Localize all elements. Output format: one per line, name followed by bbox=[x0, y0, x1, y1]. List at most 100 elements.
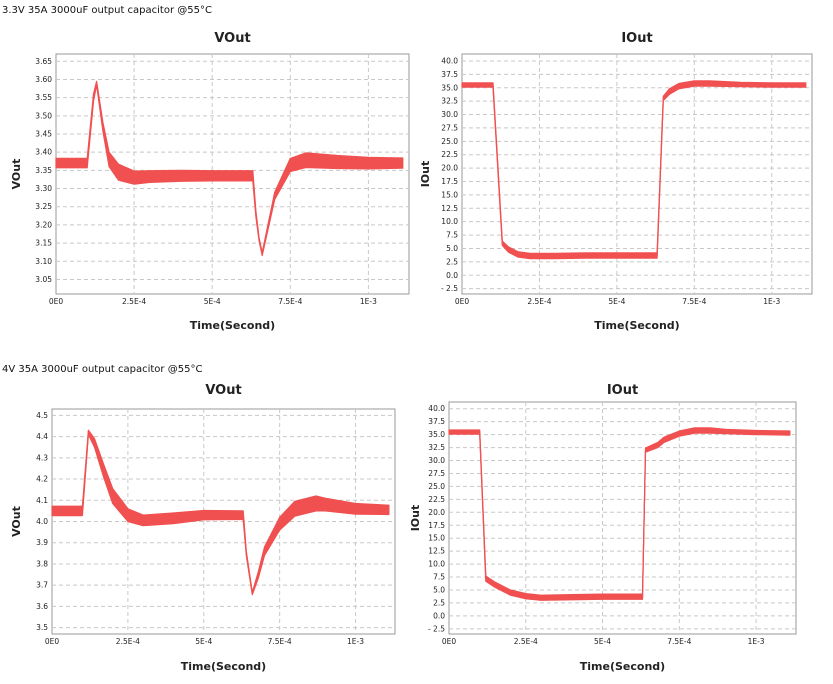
x-tick-label: 0E0 bbox=[442, 637, 457, 646]
x-tick-label: 2.5E-4 bbox=[527, 297, 551, 306]
chart-title: IOut bbox=[621, 31, 652, 46]
y-tick-label: 25.0 bbox=[441, 137, 458, 146]
x-tick-label: 1E-3 bbox=[748, 637, 765, 646]
series-band bbox=[448, 427, 791, 601]
chart-title: IOut bbox=[607, 383, 638, 398]
y-tick-label: 3.6 bbox=[36, 602, 48, 611]
y-tick-label: 3.50 bbox=[35, 111, 52, 120]
x-tick-label: 0E0 bbox=[455, 297, 470, 306]
x-tick-label: 1E-3 bbox=[763, 297, 780, 306]
y-tick-label: 3.8 bbox=[36, 559, 48, 568]
series-band bbox=[461, 80, 807, 260]
y-tick-label: 3.9 bbox=[36, 538, 48, 547]
y-tick-label: 3.60 bbox=[35, 75, 52, 84]
x-tick-label: 5E-4 bbox=[204, 297, 221, 306]
x-axis-label: Time(Second) bbox=[181, 660, 266, 673]
y-tick-label: 3.45 bbox=[35, 130, 52, 139]
y-tick-label: 4.5 bbox=[36, 411, 48, 420]
y-tick-label: 3.05 bbox=[35, 275, 52, 284]
x-axis-label: Time(Second) bbox=[594, 319, 679, 332]
x-tick-label: 2.5E-4 bbox=[514, 637, 538, 646]
y-tick-label: - 2.5 bbox=[428, 624, 445, 633]
y-tick-label: 30.0 bbox=[441, 110, 458, 119]
chart-vout-4v: 3.5 3.6 3.7 3.8 3.9 4.0 4.1 4.2 4.3 4.4 4.5 0E0 2.5E… bbox=[10, 383, 396, 673]
x-axis-label: Time(Second) bbox=[580, 660, 665, 673]
y-tick-label: 4.0 bbox=[36, 517, 48, 526]
y-tick-label: 0.0 bbox=[446, 271, 458, 280]
chart-iout-3v3: - 2.5 0.0 2.5 5.0 7.5 10.0 12.5 15.0 17.5 20.0 22.… bbox=[419, 31, 813, 332]
series-line bbox=[52, 430, 389, 594]
grid-lines bbox=[462, 54, 812, 294]
y-tick-label: 3.10 bbox=[35, 257, 52, 266]
y-tick-label: 0.0 bbox=[433, 611, 445, 620]
chart-title: VOut bbox=[205, 383, 241, 398]
y-tick-label: 27.5 bbox=[441, 123, 458, 132]
y-tick-label: 37.5 bbox=[428, 417, 445, 426]
series-line bbox=[56, 82, 403, 255]
y-tick-label: 12.5 bbox=[441, 204, 458, 213]
y-tick-label: 3.55 bbox=[35, 93, 52, 102]
y-tick-label: 15.0 bbox=[441, 190, 458, 199]
x-tick-label: 1E-3 bbox=[347, 637, 364, 646]
x-tick-label: 7.5E-4 bbox=[268, 637, 292, 646]
series-band bbox=[55, 80, 404, 257]
y-tick-label: 35.0 bbox=[441, 83, 458, 92]
y-tick-label: 22.5 bbox=[441, 150, 458, 159]
series-line bbox=[462, 82, 806, 257]
y-tick-label: 22.5 bbox=[428, 495, 445, 504]
y-tick-label: 20.0 bbox=[428, 508, 445, 517]
y-tick-label: 3.25 bbox=[35, 202, 52, 211]
x-tick-label: 5E-4 bbox=[195, 637, 212, 646]
y-tick-label: 3.65 bbox=[35, 57, 52, 66]
x-axis-label: Time(Second) bbox=[190, 319, 275, 332]
x-tick-label: 5E-4 bbox=[608, 297, 625, 306]
y-tick-label: 35.0 bbox=[428, 430, 445, 439]
series-band bbox=[51, 429, 390, 596]
caption-top: 3.3V 35A 3000uF output capacitor @55°C bbox=[2, 5, 212, 16]
y-tick-label: 17.5 bbox=[428, 521, 445, 530]
y-axis-label: IOut bbox=[419, 161, 432, 188]
x-tick-label: 0E0 bbox=[45, 637, 60, 646]
caption-bottom: 4V 35A 3000uF output capacitor @55°C bbox=[2, 364, 203, 375]
y-tick-label: 7.5 bbox=[433, 573, 445, 582]
x-tick-label: 7.5E-4 bbox=[278, 297, 302, 306]
x-tick-label: 7.5E-4 bbox=[667, 637, 691, 646]
y-tick-label: 5.0 bbox=[433, 585, 445, 594]
y-tick-label: 7.5 bbox=[446, 231, 458, 240]
y-axis-label: IOut bbox=[409, 505, 422, 532]
y-tick-label: 3.30 bbox=[35, 184, 52, 193]
y-axis-label: VOut bbox=[10, 506, 23, 537]
y-tick-label: 3.35 bbox=[35, 166, 52, 175]
y-tick-label: 15.0 bbox=[428, 534, 445, 543]
y-tick-label: 40.0 bbox=[441, 56, 458, 65]
x-tick-label: 1E-3 bbox=[360, 297, 377, 306]
y-tick-label: 32.5 bbox=[441, 97, 458, 106]
chart-vout-3v3: 3.05 3.10 3.15 3.20 3.25 3.30 3.35 3.40 3.45 3.50… bbox=[10, 31, 410, 332]
x-tick-label: 0E0 bbox=[49, 297, 64, 306]
y-tick-label: 2.5 bbox=[446, 257, 458, 266]
y-tick-label: 10.0 bbox=[441, 217, 458, 226]
chart-iout-4v: - 2.5 0.0 2.5 5.0 7.5 10.0 12.5 15.0 17.5 20.0 22.… bbox=[409, 383, 797, 673]
x-tick-label: 2.5E-4 bbox=[116, 637, 140, 646]
y-tick-label: 2.5 bbox=[433, 598, 445, 607]
y-tick-label: 40.0 bbox=[428, 404, 445, 413]
y-tick-label: 3.7 bbox=[36, 581, 48, 590]
y-tick-label: 10.0 bbox=[428, 560, 445, 569]
y-tick-label: 32.5 bbox=[428, 443, 445, 452]
y-tick-label: 20.0 bbox=[441, 164, 458, 173]
y-tick-label: 5.0 bbox=[446, 244, 458, 253]
chart-title: VOut bbox=[214, 31, 250, 46]
y-tick-label: 17.5 bbox=[441, 177, 458, 186]
y-tick-label: 3.15 bbox=[35, 239, 52, 248]
x-tick-label: 2.5E-4 bbox=[122, 297, 146, 306]
x-tick-label: 7.5E-4 bbox=[682, 297, 706, 306]
y-tick-label: 4.4 bbox=[36, 432, 48, 441]
y-tick-label: 25.0 bbox=[428, 482, 445, 491]
y-tick-label: - 2.5 bbox=[441, 284, 458, 293]
y-tick-label: 4.3 bbox=[36, 453, 48, 462]
y-tick-label: 4.1 bbox=[36, 496, 48, 505]
y-tick-label: 3.5 bbox=[36, 623, 48, 632]
y-tick-label: 3.20 bbox=[35, 220, 52, 229]
y-tick-label: 4.2 bbox=[36, 475, 48, 484]
y-tick-label: 37.5 bbox=[441, 70, 458, 79]
